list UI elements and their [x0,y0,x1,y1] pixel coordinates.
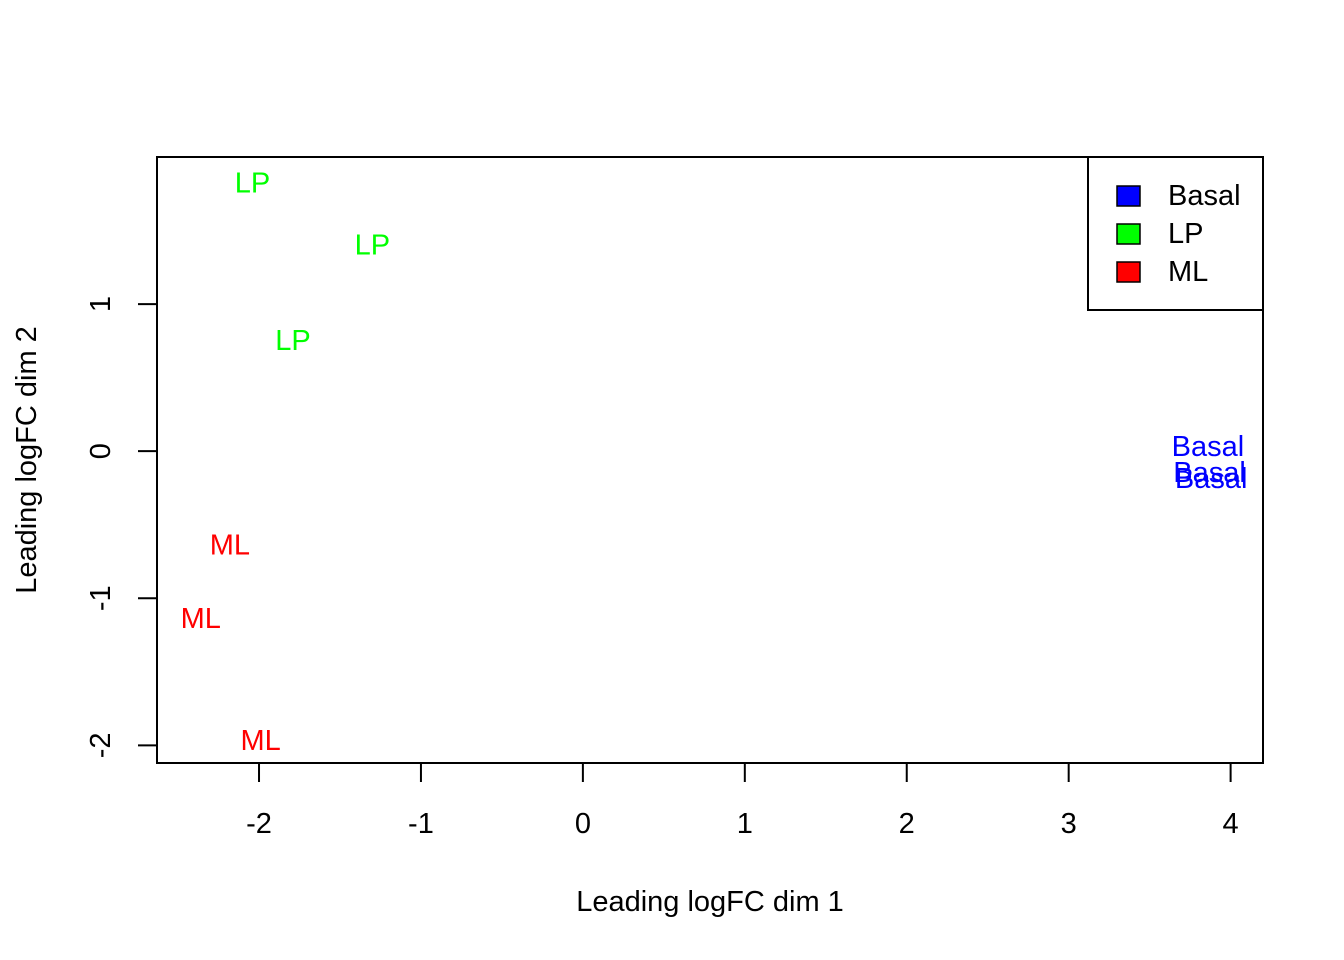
x-tick-label: 3 [1061,808,1077,840]
legend-swatch-lp [1116,223,1141,245]
legend-label-lp: LP [1168,218,1203,250]
y-tick-label: 0 [85,443,117,459]
point-label-lp: LP [275,325,310,357]
x-tick-label: 1 [737,808,753,840]
point-label-ml: ML [210,529,250,561]
x-tick-label: -2 [246,808,272,840]
y-tick-label: 1 [85,296,117,312]
x-tick-label: 4 [1223,808,1239,840]
point-label-basal: Basal [1175,463,1248,495]
point-label-basal: Basal [1173,457,1246,489]
point-label-ml: ML [181,603,221,635]
y-axis: -2 -1 0 1 [85,296,158,758]
y-tick-label: -1 [85,585,117,611]
y-tick-label: -2 [85,732,117,758]
legend: Basal LP ML [1087,156,1264,311]
x-axis-label: Leading logFC dim 1 [576,886,844,918]
x-tick-label: 0 [575,808,591,840]
point-label-lp: LP [235,167,270,199]
point-label-basal: Basal [1172,431,1245,463]
point-label-lp: LP [355,229,390,261]
x-tick-label: -1 [408,808,434,840]
x-tick-label: 2 [899,808,915,840]
legend-swatch-ml [1116,261,1141,283]
point-label-ml: ML [240,725,280,757]
legend-label-basal: Basal [1168,180,1241,212]
legend-swatch-basal [1116,185,1141,207]
y-axis-label: Leading logFC dim 2 [11,326,43,594]
x-axis: -2 -1 0 1 2 3 4 [246,762,1239,840]
legend-label-ml: ML [1168,256,1208,288]
